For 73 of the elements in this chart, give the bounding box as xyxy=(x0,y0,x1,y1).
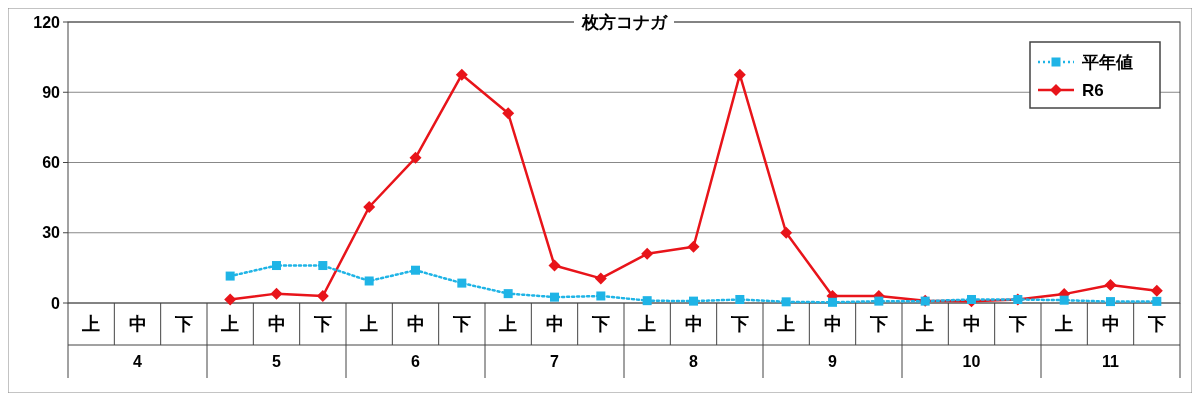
y-tick-label: 90 xyxy=(42,83,61,101)
x-tick-label: 下 xyxy=(1007,314,1027,335)
point xyxy=(318,261,328,271)
text: 8 xyxy=(689,353,699,371)
x-tick-label: 下 xyxy=(173,314,193,335)
x-tick-label: 上 xyxy=(81,314,101,335)
text: 6 xyxy=(411,353,421,371)
point xyxy=(411,265,420,275)
x-tick-label: 下 xyxy=(590,314,610,335)
point xyxy=(503,289,513,299)
point xyxy=(225,271,235,281)
x-tick-label: 中 xyxy=(406,314,425,335)
point xyxy=(363,200,376,213)
point xyxy=(967,294,976,304)
x-tick-label: 上 xyxy=(498,314,518,335)
point xyxy=(596,291,606,301)
point xyxy=(1104,278,1117,291)
point xyxy=(781,297,791,307)
x-tick-label: 上 xyxy=(776,314,796,335)
x-tick-label: 下 xyxy=(1146,314,1166,335)
point xyxy=(502,107,515,120)
x-tick-label: 上 xyxy=(637,314,657,335)
point xyxy=(457,278,467,288)
point xyxy=(1106,297,1115,307)
point xyxy=(594,272,607,285)
point xyxy=(409,151,422,164)
legend-label: R6 xyxy=(1082,80,1104,100)
y-tick-label: 120 xyxy=(33,13,61,31)
point xyxy=(550,292,559,302)
point xyxy=(642,296,652,306)
x-tick-label: 下 xyxy=(868,314,888,335)
point xyxy=(828,297,837,307)
x-tick-label: 中 xyxy=(267,314,286,335)
point xyxy=(364,276,374,286)
point xyxy=(548,259,561,272)
x-tick-label: 下 xyxy=(312,314,332,335)
x-tick-label: 中 xyxy=(823,314,842,335)
text: 11 xyxy=(1102,353,1120,371)
point xyxy=(224,293,237,306)
point xyxy=(272,261,281,271)
x-tick-label: 下 xyxy=(729,314,749,335)
x-tick-label: 上 xyxy=(1054,314,1074,335)
text: 10 xyxy=(962,353,981,371)
point xyxy=(733,68,746,81)
point xyxy=(874,296,884,306)
text: 4 xyxy=(133,353,143,371)
point xyxy=(735,294,745,304)
text: 7 xyxy=(550,353,560,371)
x-tick-label: 上 xyxy=(220,314,240,335)
x-tick-label: 中 xyxy=(128,314,147,335)
y-tick-label: 0 xyxy=(51,294,61,312)
y-tick-label: 60 xyxy=(42,154,61,172)
x-tick-label: 上 xyxy=(359,314,379,335)
point xyxy=(1059,295,1069,305)
point xyxy=(1150,284,1163,297)
x-tick-label: 中 xyxy=(684,314,703,335)
point xyxy=(689,296,698,306)
x-tick-label: 中 xyxy=(962,314,981,335)
point xyxy=(780,226,793,239)
x-tick-label: 中 xyxy=(1101,314,1120,335)
text: 5 xyxy=(272,353,282,371)
x-tick-label: 中 xyxy=(545,314,564,335)
point xyxy=(455,68,468,81)
text: 9 xyxy=(828,353,838,371)
y-tick-label: 30 xyxy=(42,224,61,242)
point xyxy=(270,287,283,300)
point xyxy=(1152,296,1162,306)
legend-label: 平年値 xyxy=(1081,52,1133,72)
point xyxy=(687,240,700,253)
x-tick-label: 上 xyxy=(915,314,935,335)
point xyxy=(641,247,654,260)
x-tick-label: 下 xyxy=(451,314,471,335)
chart-title: 枚方コナガ xyxy=(580,12,668,32)
